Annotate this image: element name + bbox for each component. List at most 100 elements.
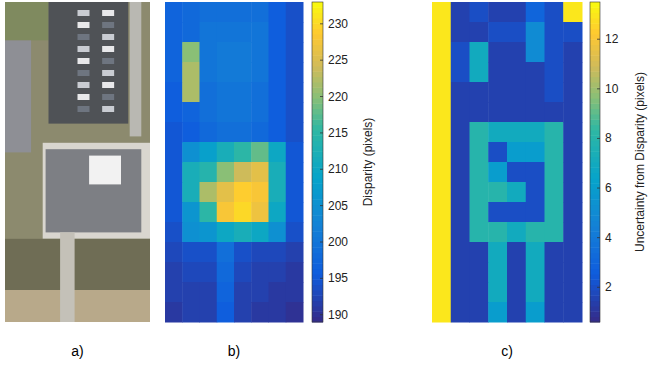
colorbar-segment — [312, 82, 323, 88]
heat-cell — [165, 262, 183, 283]
colorbar-segment — [590, 87, 600, 93]
colorbar-segment — [312, 215, 323, 221]
heat-cell — [217, 102, 235, 123]
heat-cell — [286, 302, 304, 323]
heat-cell — [234, 102, 252, 123]
heat-cell — [545, 22, 564, 43]
colorbar-segment — [590, 295, 600, 301]
colorbar-tick — [320, 314, 323, 315]
heat-cell — [526, 42, 545, 63]
colorbar-segment — [312, 18, 323, 24]
colorbar-segment — [312, 162, 323, 168]
heat-cell — [182, 182, 200, 203]
heat-cell — [286, 262, 304, 283]
photo-car — [102, 82, 114, 88]
heat-cell — [269, 102, 287, 123]
heat-cell — [470, 2, 489, 23]
colorbar-segment — [590, 258, 600, 264]
photo-car — [102, 34, 114, 40]
heat-cell — [526, 2, 545, 23]
colorbar-segment — [312, 295, 323, 301]
heat-cell — [269, 262, 287, 283]
colorbar-tick-label: 200 — [328, 235, 348, 249]
colorbar-segment — [590, 253, 600, 259]
heat-cell — [432, 262, 451, 283]
colorbar-segment — [312, 274, 323, 280]
colorbar-segment — [312, 151, 323, 157]
colorbar-tick — [597, 88, 600, 89]
heat-cell — [432, 22, 451, 43]
colorbar-segment — [590, 311, 600, 317]
colorbar-segment — [590, 221, 600, 227]
colorbar-segment — [312, 221, 323, 227]
heat-cell — [563, 282, 582, 303]
colorbar-segment — [590, 279, 600, 285]
heat-cell — [488, 222, 507, 243]
colorbar-segment — [312, 34, 323, 40]
heat-cell — [470, 242, 489, 263]
colorbar-segment — [312, 61, 323, 67]
heat-cell — [251, 2, 269, 23]
heat-cell — [470, 262, 489, 283]
colorbar-segment — [590, 167, 600, 173]
heat-cell — [488, 282, 507, 303]
figure: a)190195200205210215220225230Disparity (… — [0, 0, 662, 368]
heat-cell — [563, 22, 582, 43]
photo-car — [78, 82, 90, 88]
heat-cell — [200, 62, 218, 83]
heat-cell — [545, 102, 564, 123]
colorbar-segment — [590, 71, 600, 77]
colorbar-segment — [312, 93, 323, 99]
photo-roof — [46, 149, 142, 232]
heat-cell — [269, 222, 287, 243]
heat-cell — [165, 162, 183, 183]
colorbar-tick — [597, 39, 600, 40]
heat-cell — [507, 242, 526, 263]
heat-cell — [470, 222, 489, 243]
colorbar-segment — [590, 77, 600, 83]
heat-cell — [182, 142, 200, 163]
colorbar-segment — [590, 13, 600, 19]
colorbar-tick-label: 8 — [605, 131, 612, 145]
heat-cell — [545, 182, 564, 203]
colorbar-segment — [590, 98, 600, 104]
photo-car — [78, 34, 90, 40]
colorbar-segment — [590, 2, 600, 8]
heat-cell — [286, 102, 304, 123]
heat-cell — [234, 202, 252, 223]
heat-cell — [470, 202, 489, 223]
heat-cell — [451, 42, 470, 63]
heat-cell — [234, 242, 252, 263]
colorbar-segment — [590, 141, 600, 147]
heat-cell — [217, 242, 235, 263]
heat-cell — [251, 202, 269, 223]
heat-cell — [545, 62, 564, 83]
heat-cell — [432, 222, 451, 243]
colorbar-segment — [590, 242, 600, 248]
photo-car — [102, 70, 114, 76]
heat-cell — [507, 202, 526, 223]
heat-cell — [200, 122, 218, 143]
panel-caption: c) — [501, 343, 513, 359]
colorbar-segment — [590, 151, 600, 157]
colorbar-segment — [312, 39, 323, 45]
heat-cell — [488, 142, 507, 163]
heat-cell — [286, 282, 304, 303]
heat-cell — [234, 262, 252, 283]
heat-cell — [251, 122, 269, 143]
heat-cell — [432, 282, 451, 303]
heat-cell — [451, 142, 470, 163]
colorbar-tick-label: 215 — [328, 126, 348, 140]
heat-cell — [200, 202, 218, 223]
colorbar-segment — [312, 114, 323, 120]
heat-cell — [165, 142, 183, 163]
heat-cell — [269, 282, 287, 303]
colorbar-segment — [312, 13, 323, 19]
heat-cell — [200, 282, 218, 303]
heat-cell — [182, 42, 200, 63]
colorbar-segment — [312, 189, 323, 195]
heat-cell — [545, 282, 564, 303]
heat-cell — [165, 42, 183, 63]
colorbar-segment — [590, 301, 600, 307]
heat-cell — [165, 242, 183, 263]
